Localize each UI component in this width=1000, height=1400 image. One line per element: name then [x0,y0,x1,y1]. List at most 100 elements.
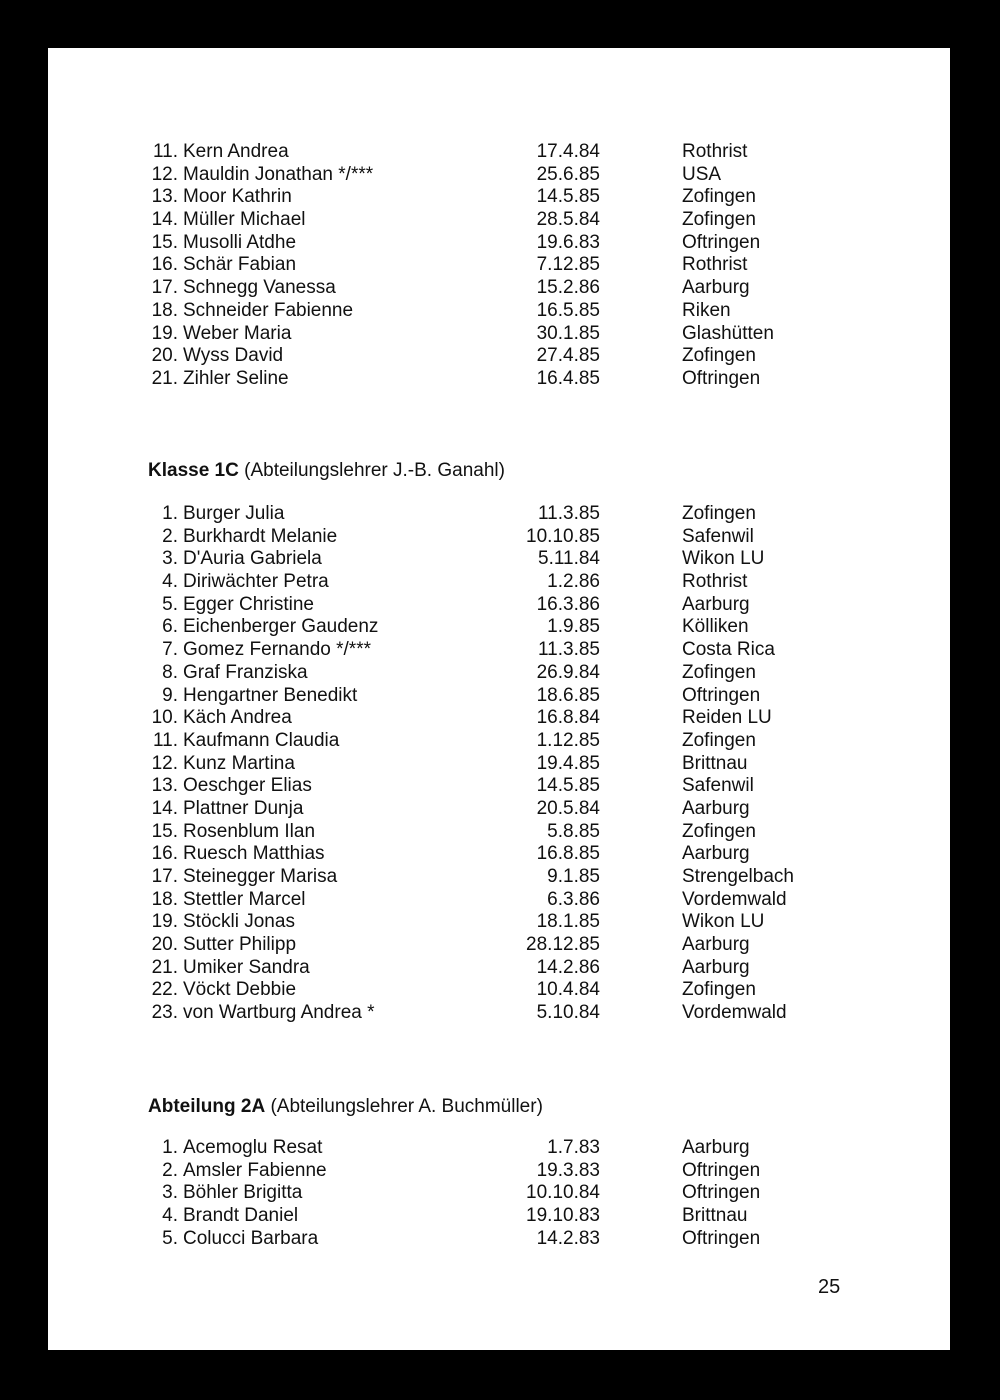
student-place: Oftringen [682,1227,761,1249]
student-name: Plattner Dunja [183,797,304,819]
student-name: Mauldin Jonathan */*** [183,163,374,185]
list-item: 15. Musolli Atdhe 19.6.83 Oftringen [48,232,950,255]
student-place: Oftringen [682,367,761,389]
student-num: 14. [151,797,178,819]
student-date: 19.6.83 [536,231,600,253]
student-place: Vordemwald [682,1002,787,1024]
student-num: 11. [152,729,178,751]
student-place: Zofingen [682,503,756,524]
section-heading-abteilung-2a: Abteilung 2A (Abteilungslehrer A. Buchmü… [148,1095,543,1118]
student-place: Oftringen [682,1182,761,1204]
heading-bold: Abteilung 2A [148,1096,266,1117]
student-name: Schär Fabian [183,254,297,276]
list-item: 18. Stettler Marcel 6.3.86 Vordemwald [48,889,950,912]
student-name: Colucci Barbara [183,1227,319,1249]
student-date: 10.10.84 [526,1182,600,1204]
student-name: Wyss David [183,345,284,367]
student-name: Steinegger Marisa [183,866,338,887]
heading-rest: (Abteilungslehrer A. Buchmüller) [265,1096,543,1117]
student-date: 26.9.84 [536,661,600,683]
student-place: Kölliken [682,616,749,638]
list-item: 12. Mauldin Jonathan */*** 25.6.85 USA [48,164,950,187]
list-item: 10. Käch Andrea 16.8.84 Reiden LU [48,707,950,730]
student-name: Gomez Fernando */*** [183,639,371,661]
student-place: Brittnau [682,1205,748,1227]
student-name: Brandt Daniel [183,1205,299,1227]
student-place: Wikon LU [682,548,765,570]
student-name: Acemoglu Resat [183,1137,323,1158]
student-num: 2. [162,525,178,547]
student-num: 3. [162,548,178,570]
student-place: USA [682,163,722,185]
student-place: Safenwil [682,775,754,797]
student-date: 30.1.85 [536,322,600,344]
student-date: 18.6.85 [536,684,600,706]
student-name: Kunz Martina [183,752,295,774]
student-date: 16.8.84 [536,707,600,729]
student-place: Wikon LU [682,911,765,933]
student-place: Vordemwald [682,888,787,910]
student-place: Brittnau [682,752,748,774]
student-name: Böhler Brigitta [183,1182,303,1204]
list-item: 19. Stöckli Jonas 18.1.85 Wikon LU [48,911,950,934]
student-name: Zihler Seline [183,367,289,389]
student-date: 7.12.85 [536,254,600,276]
student-date: 11.3.85 [538,503,600,524]
student-date: 15.2.86 [536,277,600,299]
list-item: 4. Diriwächter Petra 1.2.86 Rothrist [48,571,950,594]
student-name: Burger Julia [183,503,285,524]
list-item: 18. Schneider Fabienne 16.5.85 Riken [48,300,950,323]
list-item: 16. Ruesch Matthias 16.8.85 Aarburg [48,843,950,866]
student-list-abteilung-2a: 1. Acemoglu Resat 1.7.83 Aarburg 2. Amsler Fa… [48,1137,950,1250]
student-place: Aarburg [682,593,750,615]
student-num: 20. [151,345,178,367]
list-item: 19. Weber Maria 30.1.85 Glashütten [48,323,950,346]
student-num: 5. [162,593,178,615]
student-num: 15. [151,820,178,842]
document-page: 11. Kern Andrea 17.4.84 Rothrist 12. Mauldin … [48,48,950,1350]
list-item: 1. Burger Julia 11.3.85 Zofingen [48,503,950,526]
student-place: Oftringen [682,1159,761,1181]
list-item: 17. Steinegger Marisa 9.1.85 Strengelbach [48,866,950,889]
section-heading-klasse-1c: Klasse 1C (Abteilungslehrer J.-B. Ganahl… [148,459,505,482]
student-place: Zofingen [682,345,756,367]
student-num: 21. [151,367,178,389]
student-place: Aarburg [682,1137,750,1158]
student-num: 4. [162,571,178,593]
student-name: Umiker Sandra [183,956,310,978]
student-name: Eichenberger Gaudenz [183,616,379,638]
student-num: 18. [151,299,178,321]
student-num: 22. [151,979,178,1001]
student-place: Costa Rica [682,639,775,661]
student-name: Käch Andrea [183,707,292,729]
student-num: 21. [151,956,178,978]
list-item: 22. Vöckt Debbie 10.4.84 Zofingen [48,979,950,1002]
student-date: 1.12.85 [536,729,600,751]
student-place: Rothrist [682,254,748,276]
student-date: 5.11.84 [538,548,600,570]
student-name: Amsler Fabienne [183,1159,327,1181]
student-place: Aarburg [682,843,750,865]
student-date: 18.1.85 [536,911,600,933]
student-date: 27.4.85 [536,345,600,367]
student-place: Aarburg [682,797,750,819]
student-place: Riken [682,299,731,321]
student-name: Rosenblum Ilan [183,820,316,842]
student-date: 5.10.84 [536,1002,600,1024]
list-item: 11. Kaufmann Claudia 1.12.85 Zofingen [48,730,950,753]
list-item: 4. Brandt Daniel 19.10.83 Brittnau [48,1205,950,1228]
student-date: 19.3.83 [536,1159,600,1181]
list-item: 11. Kern Andrea 17.4.84 Rothrist [48,141,950,164]
list-item: 7. Gomez Fernando */*** 11.3.85 Costa Rica [48,639,950,662]
student-date: 1.2.86 [547,571,600,593]
student-num: 12. [151,163,178,185]
student-num: 8. [162,661,178,683]
student-date: 16.3.86 [536,593,600,615]
student-num: 14. [151,209,178,231]
student-num: 12. [151,752,178,774]
student-date: 14.2.86 [536,956,600,978]
list-item: 2. Amsler Fabienne 19.3.83 Oftringen [48,1160,950,1183]
student-place: Oftringen [682,684,761,706]
student-place: Reiden LU [682,707,772,729]
student-name: Kaufmann Claudia [183,729,340,751]
